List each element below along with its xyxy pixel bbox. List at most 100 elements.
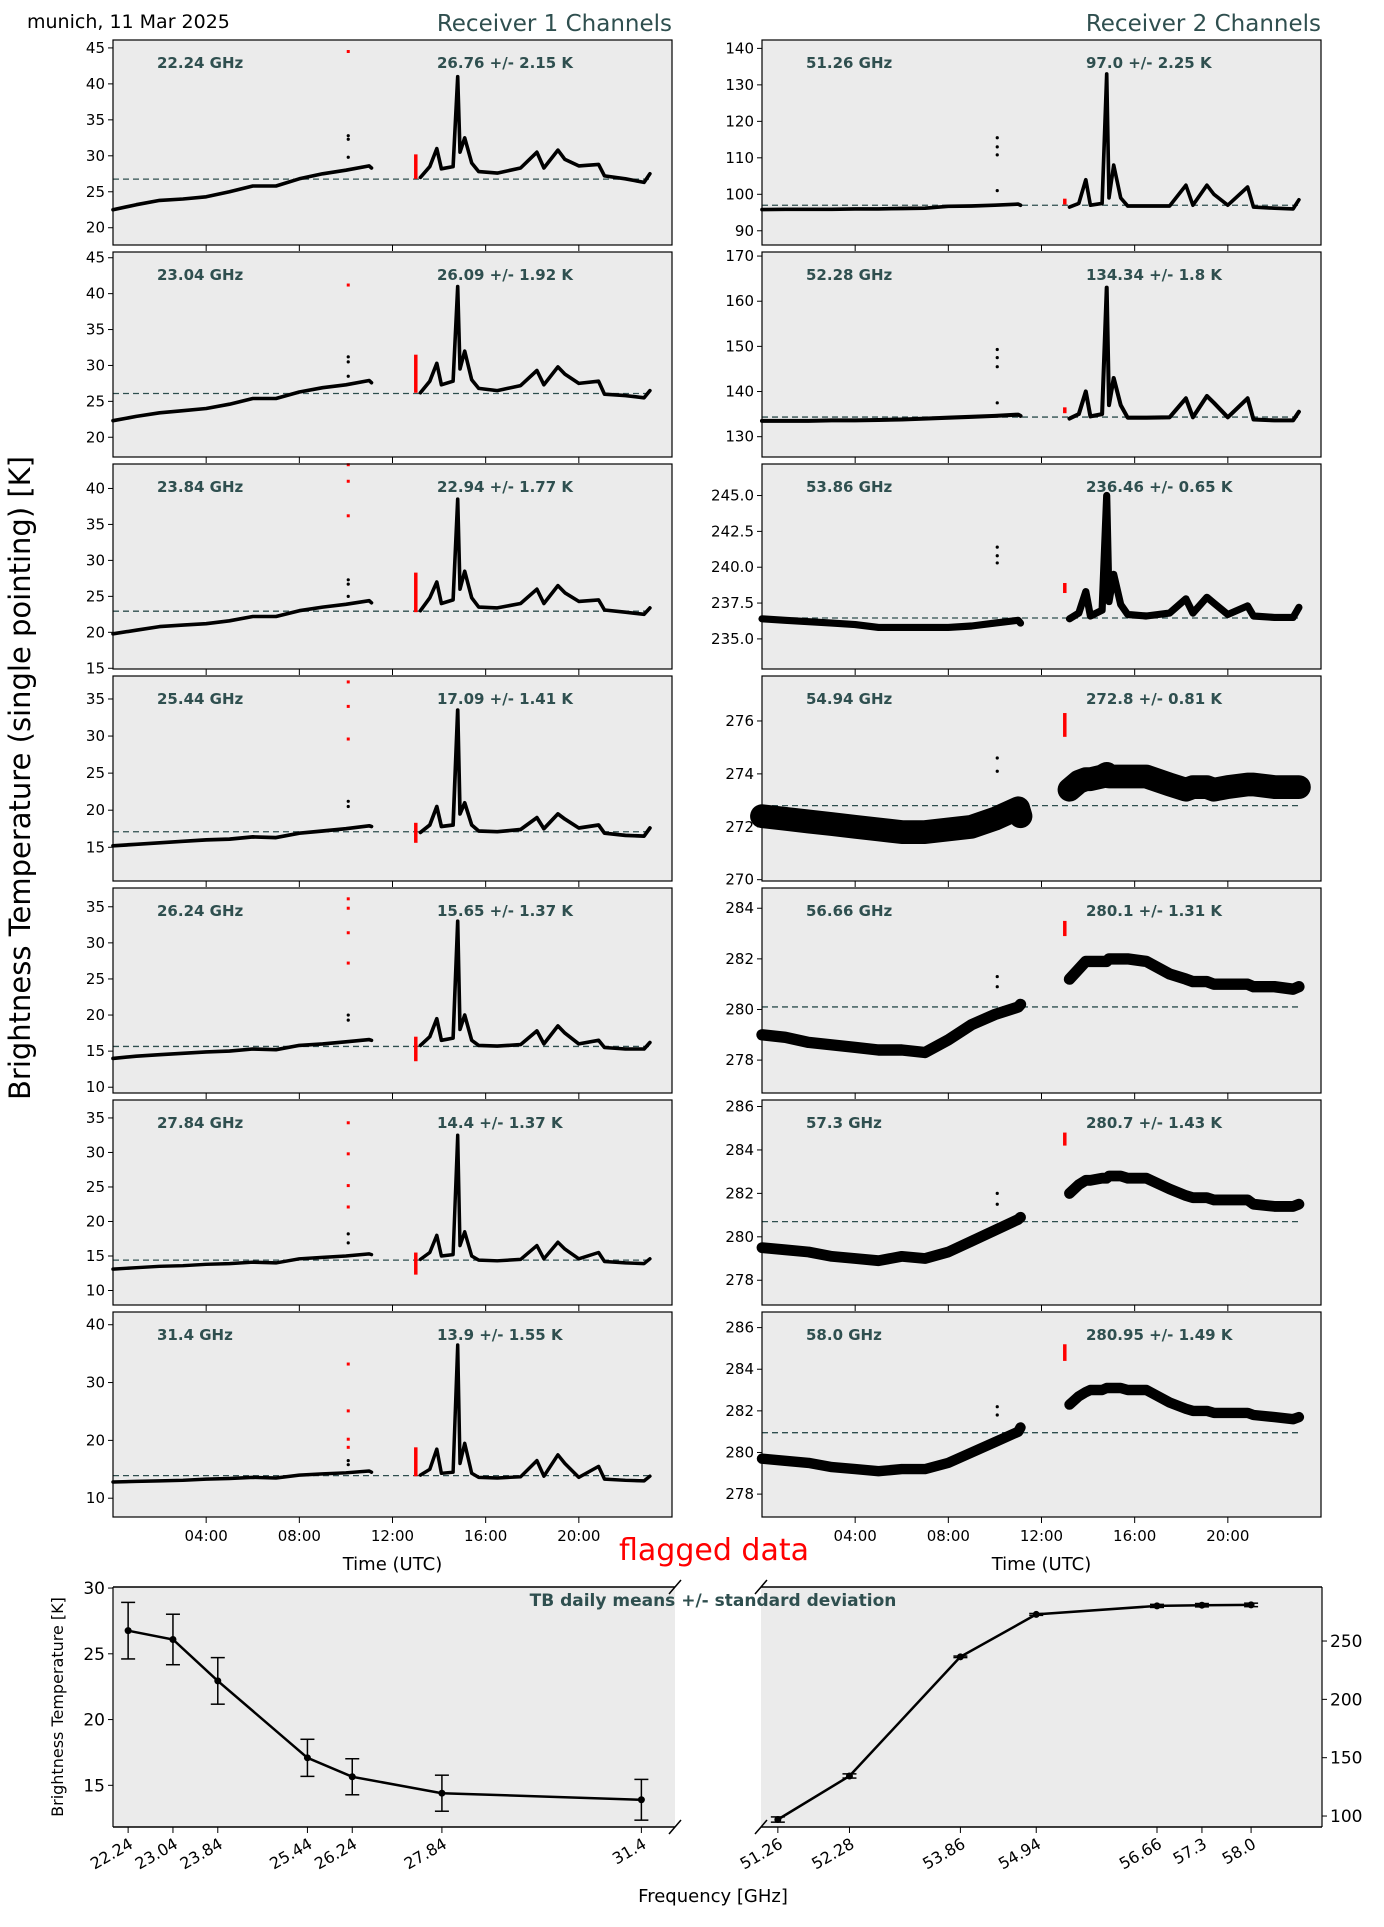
flagged-point bbox=[346, 50, 350, 54]
mean-marker bbox=[637, 1796, 645, 1804]
y-tick-label: 170 bbox=[725, 247, 754, 265]
tb-trace-segment-0 bbox=[760, 202, 1023, 212]
channel-mean-label: 17.09 +/- 1.41 K bbox=[437, 690, 574, 708]
channel-frequency-label: 52.28 GHz bbox=[806, 266, 893, 284]
panel-receiver2-5: 278 280 282 284 286 57.3 GHz 280.7 +/- 1.43 K bbox=[725, 1098, 1322, 1311]
plot-frame bbox=[112, 1311, 673, 1518]
y-tick-label: 30 bbox=[86, 1143, 105, 1161]
y-tick-label: 282 bbox=[725, 950, 754, 968]
tb-trace-segment-1 bbox=[418, 708, 652, 838]
tb-trace-segment-0 bbox=[111, 823, 374, 848]
x-tick-label: 23.04 bbox=[132, 1834, 181, 1873]
y-tick-label: 270 bbox=[725, 871, 754, 889]
plot-area bbox=[113, 464, 672, 669]
y-tick-label: 284 bbox=[725, 1141, 754, 1159]
outlier-point bbox=[995, 561, 999, 565]
panel-receiver2-1: 130 140 150 160 170 52.28 GHz 134.34 +/- 1.8 K bbox=[725, 247, 1322, 463]
mean-marker bbox=[169, 1635, 177, 1643]
tb-trace-segment-1 bbox=[1064, 1382, 1305, 1425]
channel-mean-label: 134.34 +/- 1.8 K bbox=[1086, 266, 1223, 284]
y-tick-label: 20 bbox=[86, 1006, 105, 1024]
tb-trace-segment-1 bbox=[418, 1133, 652, 1266]
y-tick-label: 20 bbox=[86, 1212, 105, 1230]
y-tick-label: 284 bbox=[725, 899, 754, 917]
panel-receiver1-3: 15 20 25 30 35 25.44 GHz 17.09 +/- 1.41 K bbox=[86, 675, 673, 887]
plot-frame bbox=[761, 251, 1322, 458]
y-tick-label: 110 bbox=[725, 149, 754, 167]
outlier-point bbox=[995, 189, 999, 193]
channel-mean-label: 272.8 +/- 0.81 K bbox=[1086, 690, 1223, 708]
tb-trace-segment-0 bbox=[756, 1211, 1026, 1267]
outlier-point bbox=[995, 145, 999, 149]
tb-trace-segment-0 bbox=[758, 615, 1025, 631]
plot-frame bbox=[112, 251, 673, 458]
x-tick-label: 08:00 bbox=[927, 1527, 970, 1545]
flagged-point bbox=[346, 1437, 350, 1441]
y-tick-label: 276 bbox=[725, 712, 754, 730]
plot-frame bbox=[761, 887, 1322, 1094]
outlier-point bbox=[995, 1405, 999, 1409]
x-tick-label: 08:00 bbox=[278, 1527, 321, 1545]
outlier-point bbox=[995, 985, 999, 989]
outlier-point bbox=[346, 1459, 350, 1463]
channel-mean-label: 13.9 +/- 1.55 K bbox=[437, 1326, 564, 1344]
y-tick-label: 150 bbox=[1330, 1749, 1362, 1769]
outlier-point bbox=[346, 582, 350, 586]
y-tick-label: 30 bbox=[86, 934, 105, 952]
outlier-point bbox=[346, 1013, 350, 1017]
y-tick-label: 10 bbox=[86, 1489, 105, 1507]
mean-marker bbox=[124, 1627, 132, 1635]
mean-marker bbox=[303, 1754, 311, 1762]
panel-receiver1-2: 15 20 25 30 35 40 23.84 GHz 22.94 +/- 1.77 K bbox=[86, 463, 673, 677]
y-tick-label: 30 bbox=[86, 147, 105, 165]
panel-receiver2-4: 278 280 282 284 56.66 GHz 280.1 +/- 1.31 K bbox=[725, 887, 1322, 1099]
mean-marker bbox=[1032, 1610, 1040, 1618]
outlier-point bbox=[995, 545, 999, 549]
plot-frame bbox=[112, 39, 673, 246]
outlier-point bbox=[995, 1413, 999, 1417]
panel-receiver2-6: 278 280 282 284 286 04:00 08:00 12:00 16:00 20:00… bbox=[725, 1311, 1322, 1545]
outlier-point bbox=[346, 799, 350, 803]
y-tick-label: 280 bbox=[725, 1000, 754, 1018]
summary-y-axis-label: Brightness Temperature [K] bbox=[48, 1597, 67, 1817]
mean-marker bbox=[214, 1677, 222, 1685]
plot-frame bbox=[761, 1311, 1322, 1518]
flagged-point bbox=[346, 737, 350, 741]
outlier-point bbox=[995, 769, 999, 773]
channel-frequency-label: 51.26 GHz bbox=[806, 54, 893, 72]
time-axis-label: Time (UTC) bbox=[342, 1554, 443, 1575]
channel-frequency-label: 23.04 GHz bbox=[157, 266, 244, 284]
outlier-point bbox=[995, 153, 999, 157]
y-tick-label: 242.5 bbox=[711, 522, 754, 540]
channel-frequency-label: 58.0 GHz bbox=[806, 1326, 882, 1344]
tb-trace-segment-1 bbox=[1063, 953, 1305, 995]
flagged-point bbox=[346, 479, 350, 483]
flagged-point bbox=[346, 1184, 350, 1188]
channel-mean-label: 97.0 +/- 2.25 K bbox=[1086, 54, 1213, 72]
mean-marker bbox=[348, 1773, 356, 1781]
flagged-point bbox=[346, 931, 350, 935]
x-tick-label: 20:00 bbox=[1206, 1527, 1249, 1545]
flagged-data-label: flagged data bbox=[619, 1533, 809, 1568]
y-tick-label: 35 bbox=[86, 898, 105, 916]
tb-trace-segment-1 bbox=[418, 497, 652, 617]
tb-trace-segment-1 bbox=[1067, 285, 1301, 423]
plot-frame bbox=[761, 1099, 1322, 1306]
y-tick-label: 286 bbox=[725, 1319, 754, 1337]
x-tick-label: 56.66 bbox=[1116, 1834, 1165, 1873]
x-tick-label: 26.24 bbox=[311, 1834, 360, 1873]
flagged-point bbox=[346, 1362, 350, 1366]
y-tick-label: 240.0 bbox=[711, 558, 754, 576]
channel-frequency-label: 27.84 GHz bbox=[157, 1114, 244, 1132]
tb-trace-segment-0 bbox=[111, 1469, 374, 1484]
y-tick-label: 90 bbox=[735, 222, 754, 240]
y-tick-label: 30 bbox=[86, 1374, 105, 1392]
outlier-point bbox=[346, 1241, 350, 1245]
channel-mean-label: 280.95 +/- 1.49 K bbox=[1086, 1326, 1234, 1344]
mean-marker bbox=[774, 1816, 782, 1824]
y-tick-label: 150 bbox=[725, 337, 754, 355]
tb-trace-segment-1 bbox=[1065, 491, 1303, 623]
flagged-point bbox=[346, 1205, 350, 1209]
